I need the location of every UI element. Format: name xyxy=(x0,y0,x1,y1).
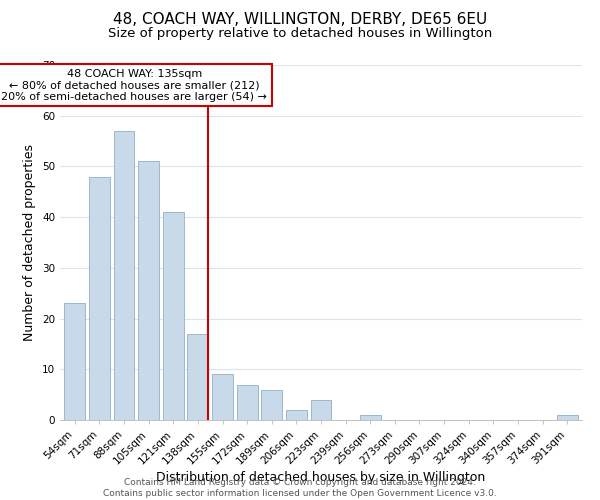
Y-axis label: Number of detached properties: Number of detached properties xyxy=(23,144,37,341)
X-axis label: Distribution of detached houses by size in Willington: Distribution of detached houses by size … xyxy=(157,472,485,484)
Text: Contains HM Land Registry data © Crown copyright and database right 2024.
Contai: Contains HM Land Registry data © Crown c… xyxy=(103,478,497,498)
Bar xyxy=(187,334,208,420)
Bar xyxy=(261,390,282,420)
Bar xyxy=(113,131,134,420)
Text: 48, COACH WAY, WILLINGTON, DERBY, DE65 6EU: 48, COACH WAY, WILLINGTON, DERBY, DE65 6… xyxy=(113,12,487,28)
Bar xyxy=(89,176,110,420)
Bar xyxy=(360,415,381,420)
Text: Size of property relative to detached houses in Willington: Size of property relative to detached ho… xyxy=(108,28,492,40)
Bar xyxy=(557,415,578,420)
Bar xyxy=(236,384,257,420)
Bar xyxy=(311,400,331,420)
Bar xyxy=(64,304,85,420)
Text: 48 COACH WAY: 135sqm
← 80% of detached houses are smaller (212)
20% of semi-deta: 48 COACH WAY: 135sqm ← 80% of detached h… xyxy=(1,68,267,102)
Bar xyxy=(286,410,307,420)
Bar xyxy=(212,374,233,420)
Bar xyxy=(138,162,159,420)
Bar xyxy=(163,212,184,420)
